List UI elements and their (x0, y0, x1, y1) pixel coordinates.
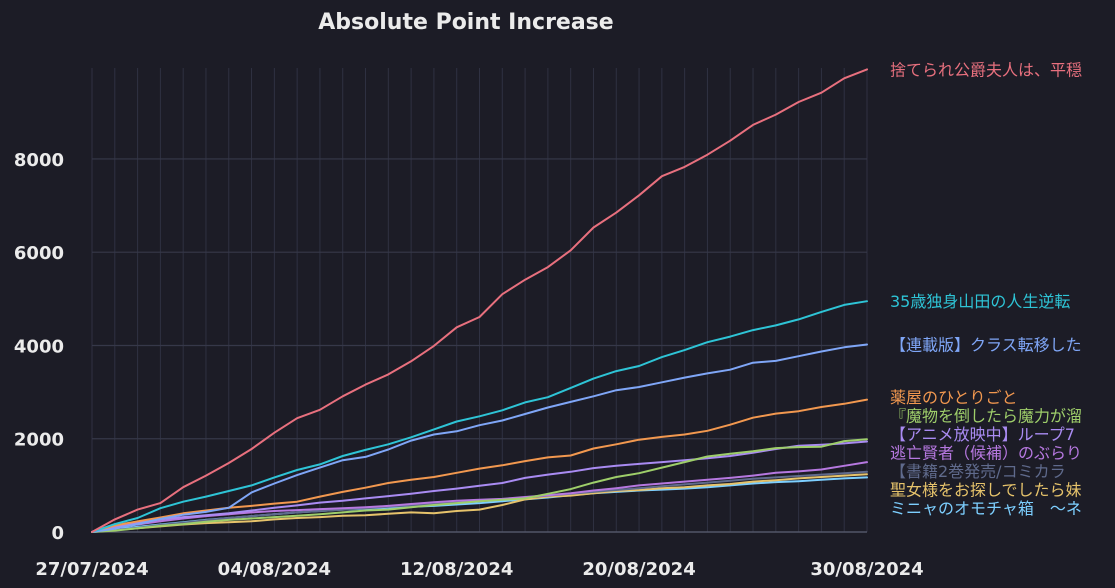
x-tick-label: 30/08/2024 (810, 559, 923, 580)
y-tick-label: 6000 (14, 243, 64, 264)
series-lines (91, 68, 868, 533)
series-line (91, 300, 868, 533)
series-labels: 捨てられ公爵夫人は、平穏 35歳独身山田の人生逆転【連載版】クラス転移した薬屋のひ… (890, 60, 1082, 518)
series-label: 【書籍2巻発売/コミカラ (890, 462, 1066, 481)
series-line (91, 440, 868, 533)
series-label: 逃亡賢者（候補）のぶらり (890, 444, 1082, 463)
y-tick-label: 4000 (14, 336, 64, 357)
series-label: 捨てられ公爵夫人は、平穏 (890, 60, 1082, 79)
series-label: 薬屋のひとりごと (890, 388, 1018, 407)
series-line (91, 68, 868, 533)
series-line (91, 438, 868, 533)
x-axis: 27/07/2024 04/08/2024 12/08/2024 20/08/2024… (35, 559, 923, 580)
series-label: 聖女様をお探しでしたら妹 (890, 481, 1082, 500)
series-label: ミニャのオモチャ箱 ～ネ (890, 499, 1082, 518)
y-axis: 0 2000 4000 6000 8000 (14, 150, 64, 544)
series-line (91, 343, 868, 533)
y-tick-label: 0 (51, 523, 64, 544)
x-tick-label: 27/07/2024 (35, 559, 148, 580)
x-tick-label: 12/08/2024 (400, 559, 513, 580)
x-tick-label: 20/08/2024 (582, 559, 695, 580)
series-label: 『魔物を倒したら魔力が溜 (890, 407, 1082, 426)
x-tick-label: 04/08/2024 (218, 559, 331, 580)
grid (91, 68, 868, 533)
y-tick-label: 2000 (14, 430, 64, 451)
series-label: 【アニメ放映中】ループ7 (890, 425, 1075, 444)
series-label: 【連載版】クラス転移した (890, 336, 1082, 355)
y-tick-label: 8000 (14, 150, 64, 171)
chart-title: Absolute Point Increase (318, 10, 613, 35)
series-line (91, 473, 868, 533)
series-label: 35歳独身山田の人生逆転 (890, 292, 1070, 311)
